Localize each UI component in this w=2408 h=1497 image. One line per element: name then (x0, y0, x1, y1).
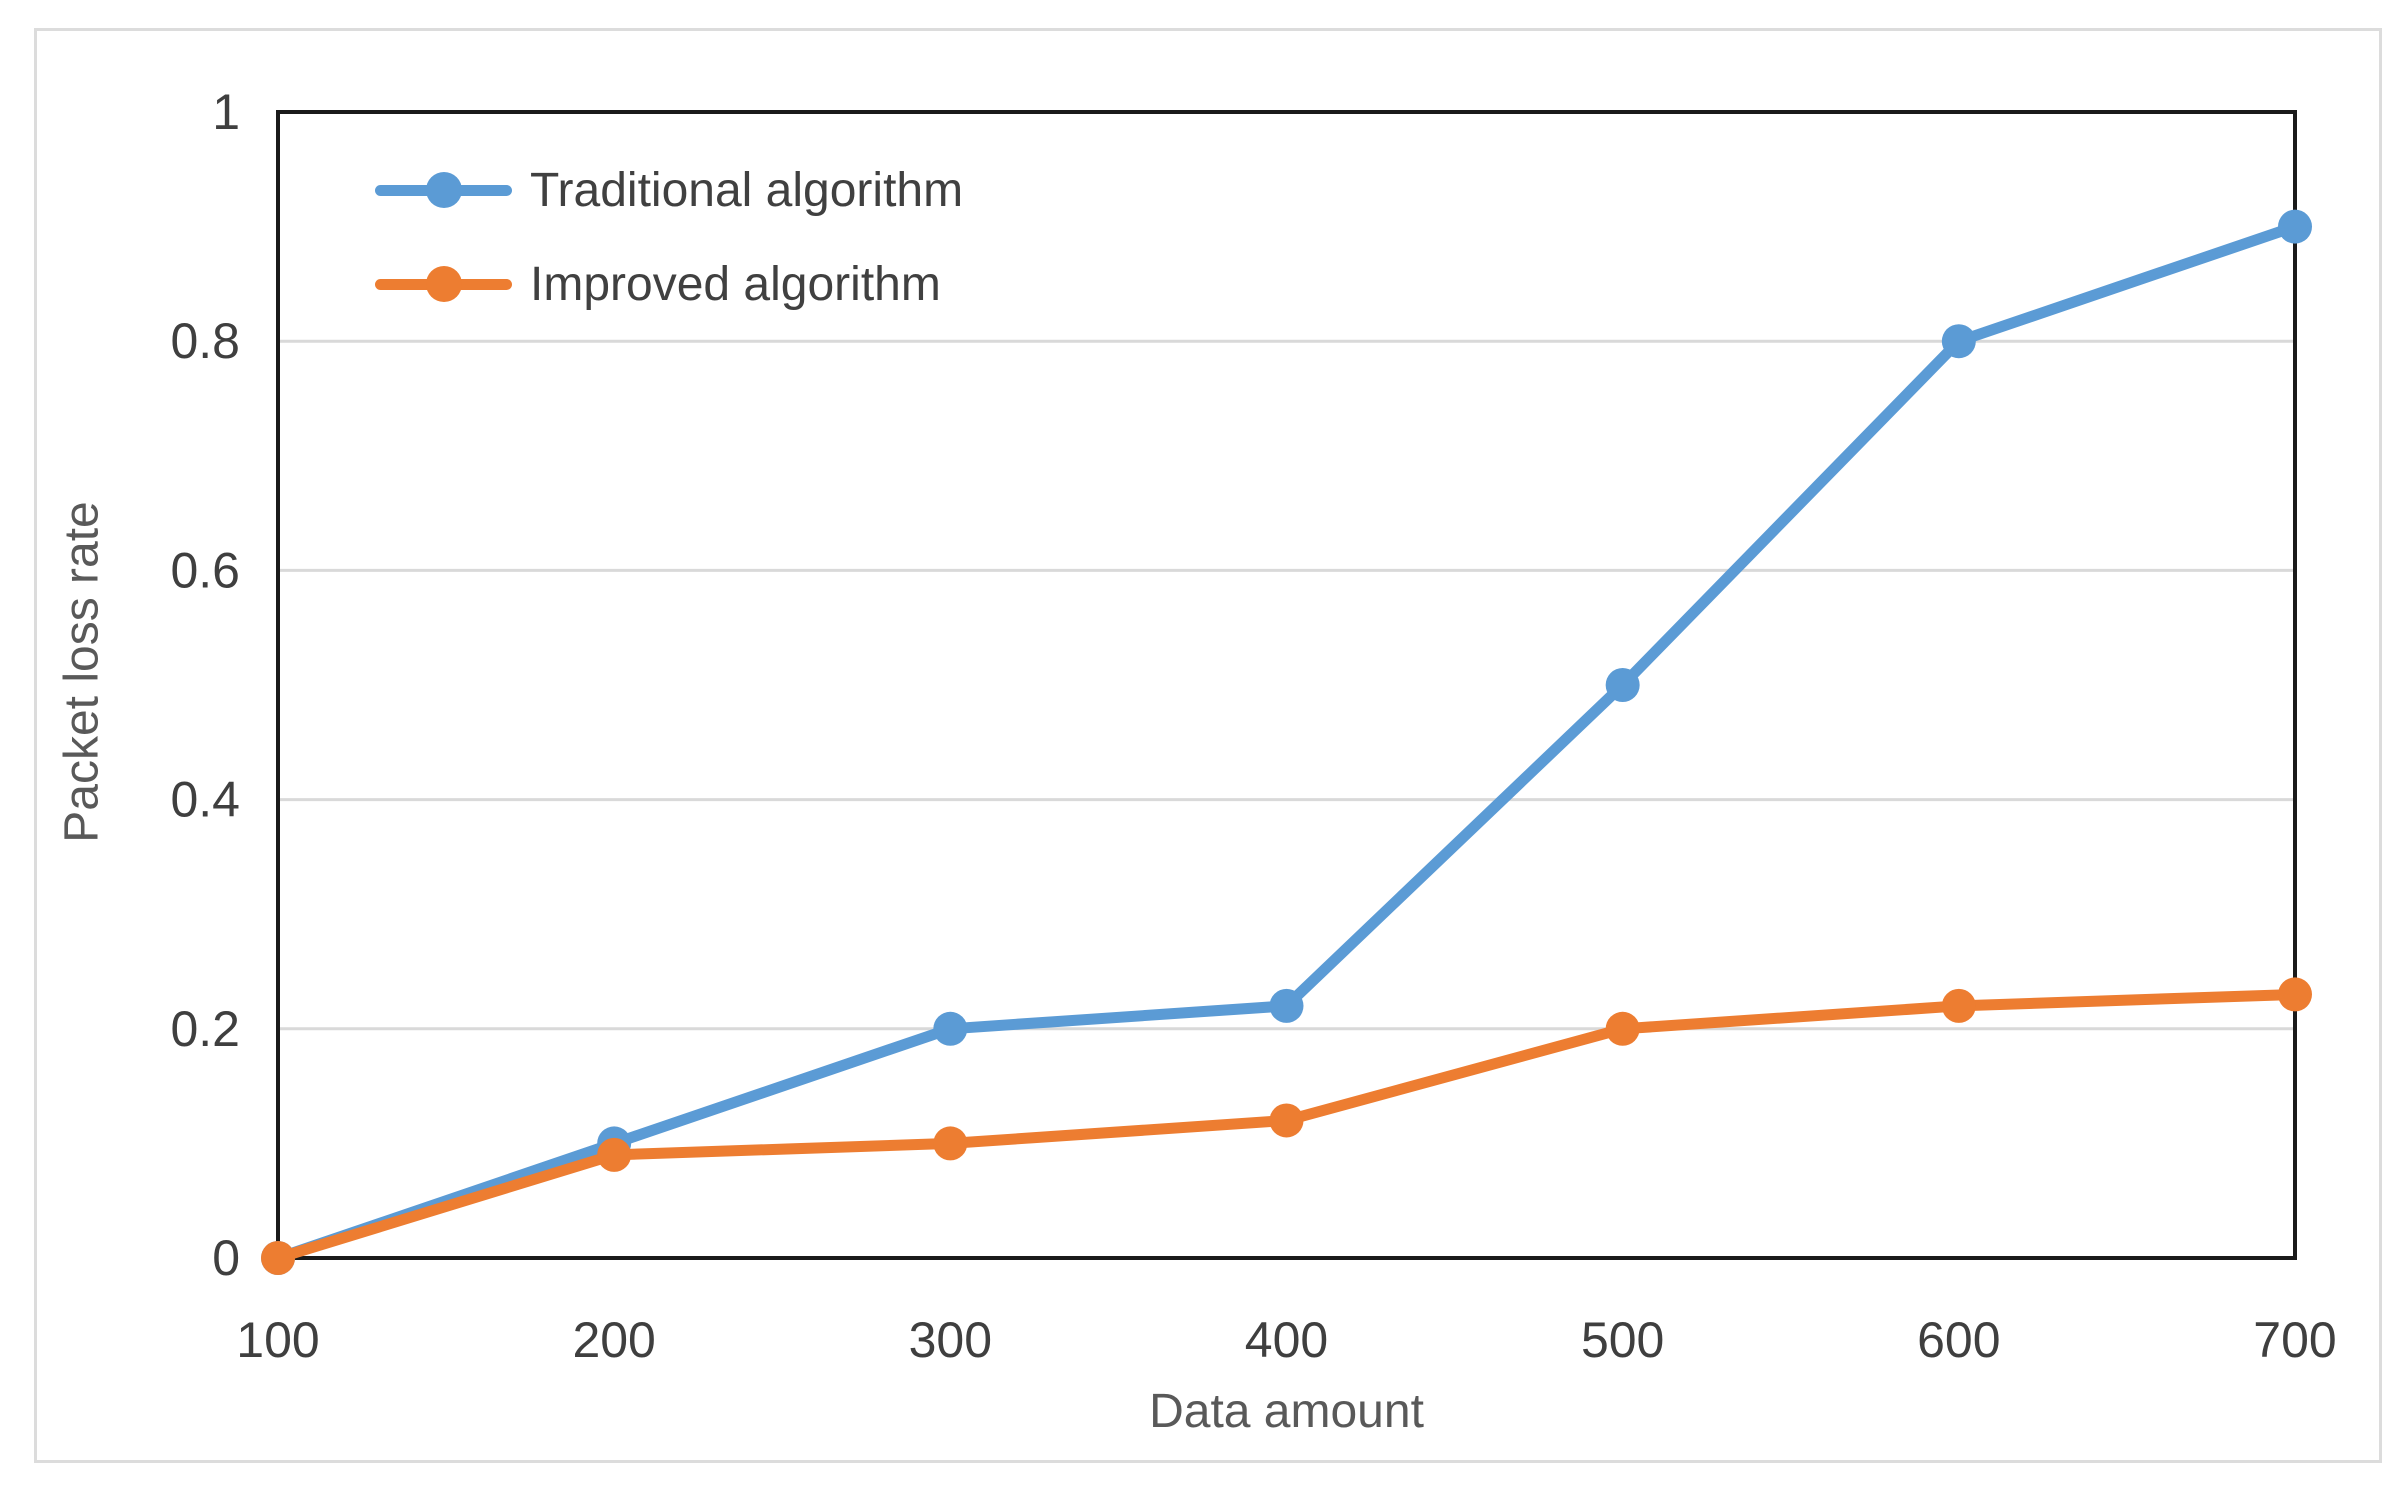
legend-line-marker-icon (375, 252, 512, 316)
series-line-traditional-algorithm (272, 221, 2301, 1264)
legend-line-marker-icon (375, 158, 512, 222)
x-tick-label: 200 (572, 1312, 655, 1368)
data-point-improved-algorithm-x700 (2278, 977, 2312, 1012)
data-point-improved-algorithm-x200 (597, 1137, 632, 1172)
legend-label: Traditional algorithm (530, 163, 964, 217)
chart-legend: Traditional algorithm Improved algorithm (375, 158, 963, 316)
data-point-improved-algorithm-x100 (261, 1241, 295, 1275)
data-point-improved-algorithm-x500 (1605, 1011, 1640, 1046)
x-tick-label: 400 (1245, 1312, 1328, 1368)
x-tick-label: 700 (2253, 1312, 2336, 1368)
y-tick-label: 0.6 (170, 542, 240, 598)
figure-border (34, 28, 2382, 1463)
y-tick-label: 0.8 (170, 313, 240, 369)
legend-dot (425, 266, 462, 302)
data-point-traditional-algorithm-x300 (933, 1011, 968, 1046)
y-tick-label: 0.2 (170, 1001, 240, 1057)
y-axis-title: Packet loss rate (55, 501, 109, 843)
data-point-traditional-algorithm-x600 (1941, 324, 1976, 359)
data-point-traditional-algorithm-x400 (1269, 988, 1304, 1023)
y-tick-label: 0.4 (170, 772, 240, 828)
legend-label: Improved algorithm (530, 257, 941, 311)
data-point-improved-algorithm-x400 (1269, 1103, 1304, 1138)
x-tick-label: 600 (1917, 1312, 2000, 1368)
x-tick-label: 300 (909, 1312, 992, 1368)
data-point-traditional-algorithm-x700 (2278, 209, 2312, 244)
data-point-traditional-algorithm-x500 (1605, 668, 1640, 702)
legend-dot (425, 172, 462, 208)
plot-border (276, 110, 2297, 1260)
legend-item-improved-algorithm[interactable]: Improved algorithm (375, 252, 963, 316)
data-point-improved-algorithm-x300 (933, 1126, 968, 1161)
x-tick-label: 500 (1581, 1312, 1664, 1368)
data-point-improved-algorithm-x600 (1941, 988, 1976, 1023)
y-tick-label: 0 (212, 1230, 240, 1286)
y-tick-label: 1 (212, 84, 240, 140)
legend-item-traditional-algorithm[interactable]: Traditional algorithm (375, 158, 963, 222)
x-axis-title: Data amount (1149, 1385, 1424, 1438)
x-tick-label: 100 (236, 1312, 319, 1368)
